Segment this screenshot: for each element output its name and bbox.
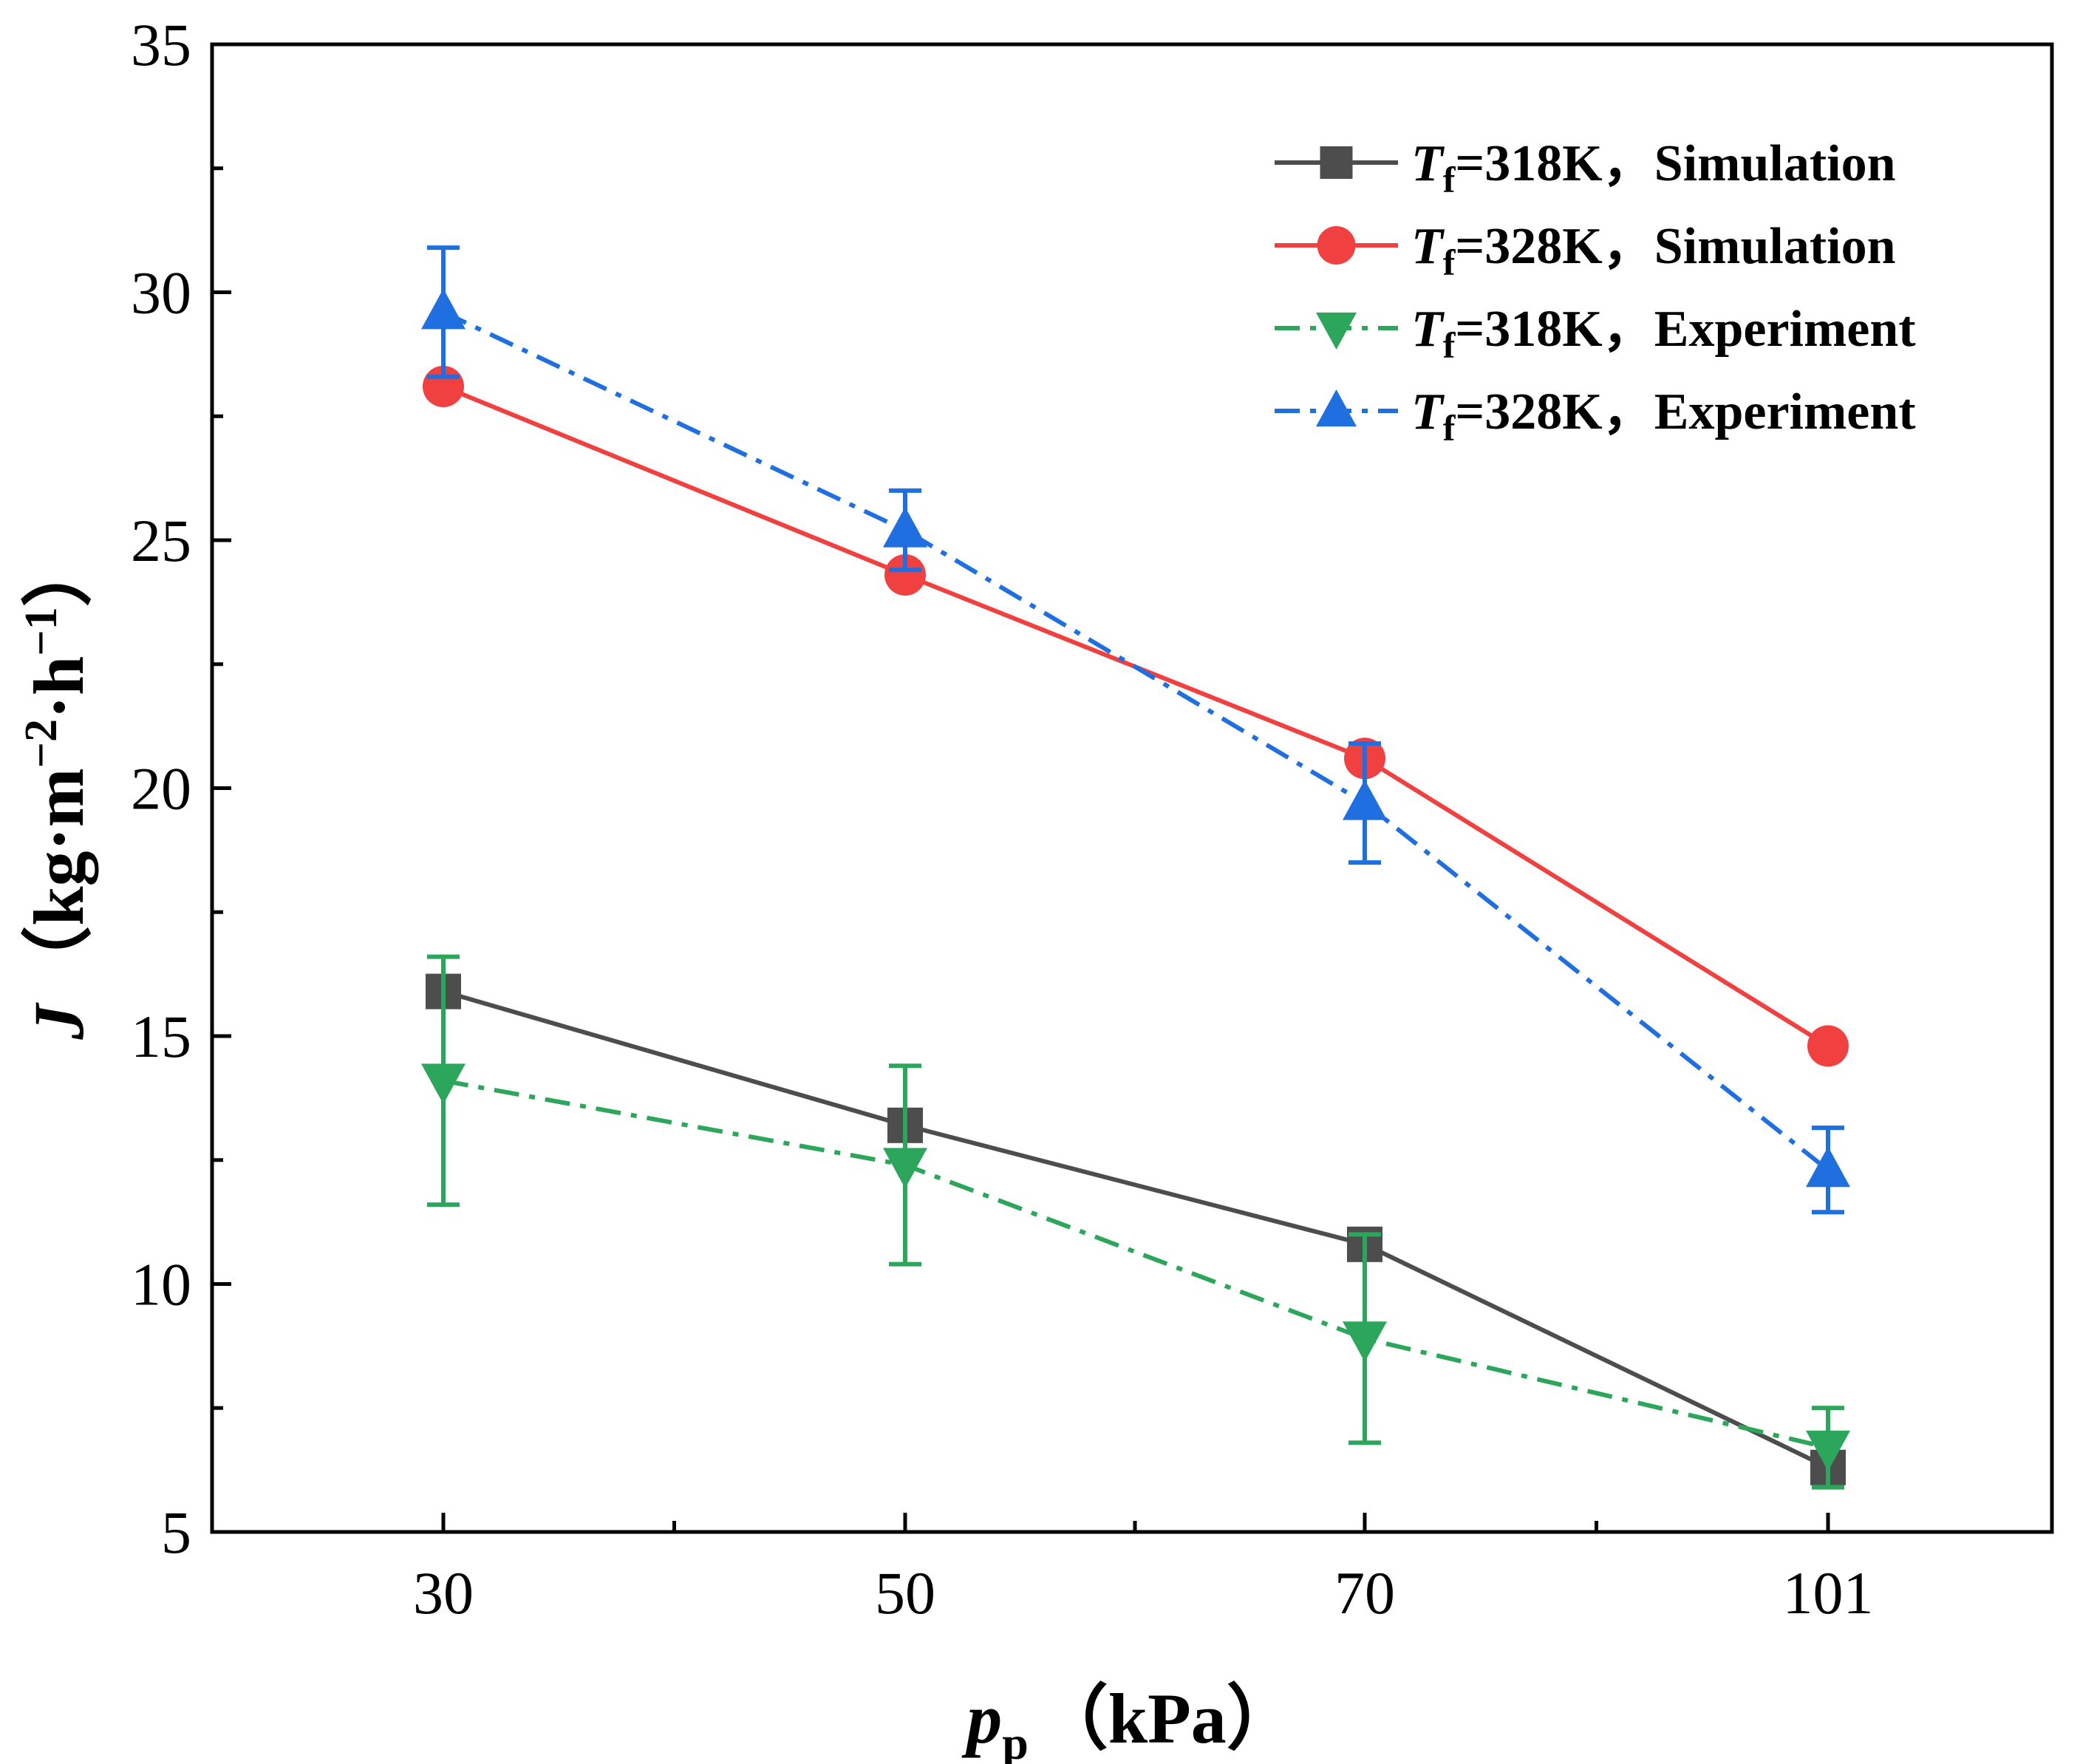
- series-line: [442, 310, 1830, 1172]
- series-2: [423, 365, 1849, 1067]
- circle-marker: [884, 554, 926, 596]
- x-tick-label: 101: [1783, 1559, 1874, 1627]
- axis-ticks: 5 10 15 20 25 30 35 30 50 70 101: [131, 11, 1874, 1627]
- legend-item-3: Tf=318K，Experiment: [1275, 301, 1916, 366]
- triangle-down-marker: [1343, 1321, 1387, 1362]
- series-line: [443, 989, 1830, 1470]
- x-tick-label: 50: [875, 1559, 935, 1627]
- triangle-up-marker: [883, 506, 927, 548]
- legend-item-2: Tf=328K，Simulation: [1275, 218, 1896, 283]
- triangle-down-marker: [883, 1148, 927, 1189]
- y-tick-label: 20: [131, 755, 191, 823]
- x-tick-label: 30: [413, 1559, 474, 1627]
- series-line: [442, 384, 1830, 1048]
- series-layer: [421, 245, 1850, 1490]
- y-tick-label: 5: [161, 1499, 191, 1566]
- legend-label: Tf=318K，Experiment: [1411, 301, 1916, 366]
- y-tick-label: 15: [131, 1003, 191, 1070]
- triangle-down-marker: [1316, 312, 1357, 350]
- series-1: [426, 973, 1846, 1485]
- triangle-up-marker: [1806, 1146, 1850, 1188]
- series-3: [421, 954, 1850, 1490]
- y-tick-label: 10: [131, 1251, 191, 1318]
- triangle-up-marker: [1316, 389, 1357, 427]
- y-tick-label: 25: [131, 507, 191, 574]
- triangle-down-marker: [1806, 1430, 1850, 1471]
- legend-item-1: Tf=318K，Simulation: [1275, 135, 1896, 200]
- legend-item-4: Tf=328K，Experiment: [1275, 384, 1916, 449]
- circle-marker: [1317, 226, 1356, 265]
- y-axis-title: J（kg·m−2·h−1）: [16, 536, 98, 1040]
- series-line: [443, 1078, 1829, 1450]
- triangle-down-marker: [421, 1063, 466, 1105]
- legend-label: Tf=318K，Simulation: [1411, 135, 1896, 200]
- y-tick-label: 30: [131, 259, 191, 327]
- triangle-up-marker: [421, 288, 466, 330]
- legend: Tf=318K，Simulation Tf=328K，Simulation Tf=3…: [1275, 135, 1916, 449]
- x-axis-title: pp （kPa）: [961, 1679, 1298, 1764]
- x-tick-label: 70: [1334, 1559, 1395, 1627]
- legend-label: Tf=328K，Experiment: [1411, 384, 1916, 449]
- circle-marker: [1807, 1025, 1849, 1067]
- triangle-up-marker: [1343, 779, 1387, 820]
- series-4: [421, 245, 1850, 1215]
- legend-label: Tf=328K，Simulation: [1411, 218, 1896, 283]
- square-marker: [1320, 146, 1353, 179]
- y-tick-label: 35: [131, 11, 191, 78]
